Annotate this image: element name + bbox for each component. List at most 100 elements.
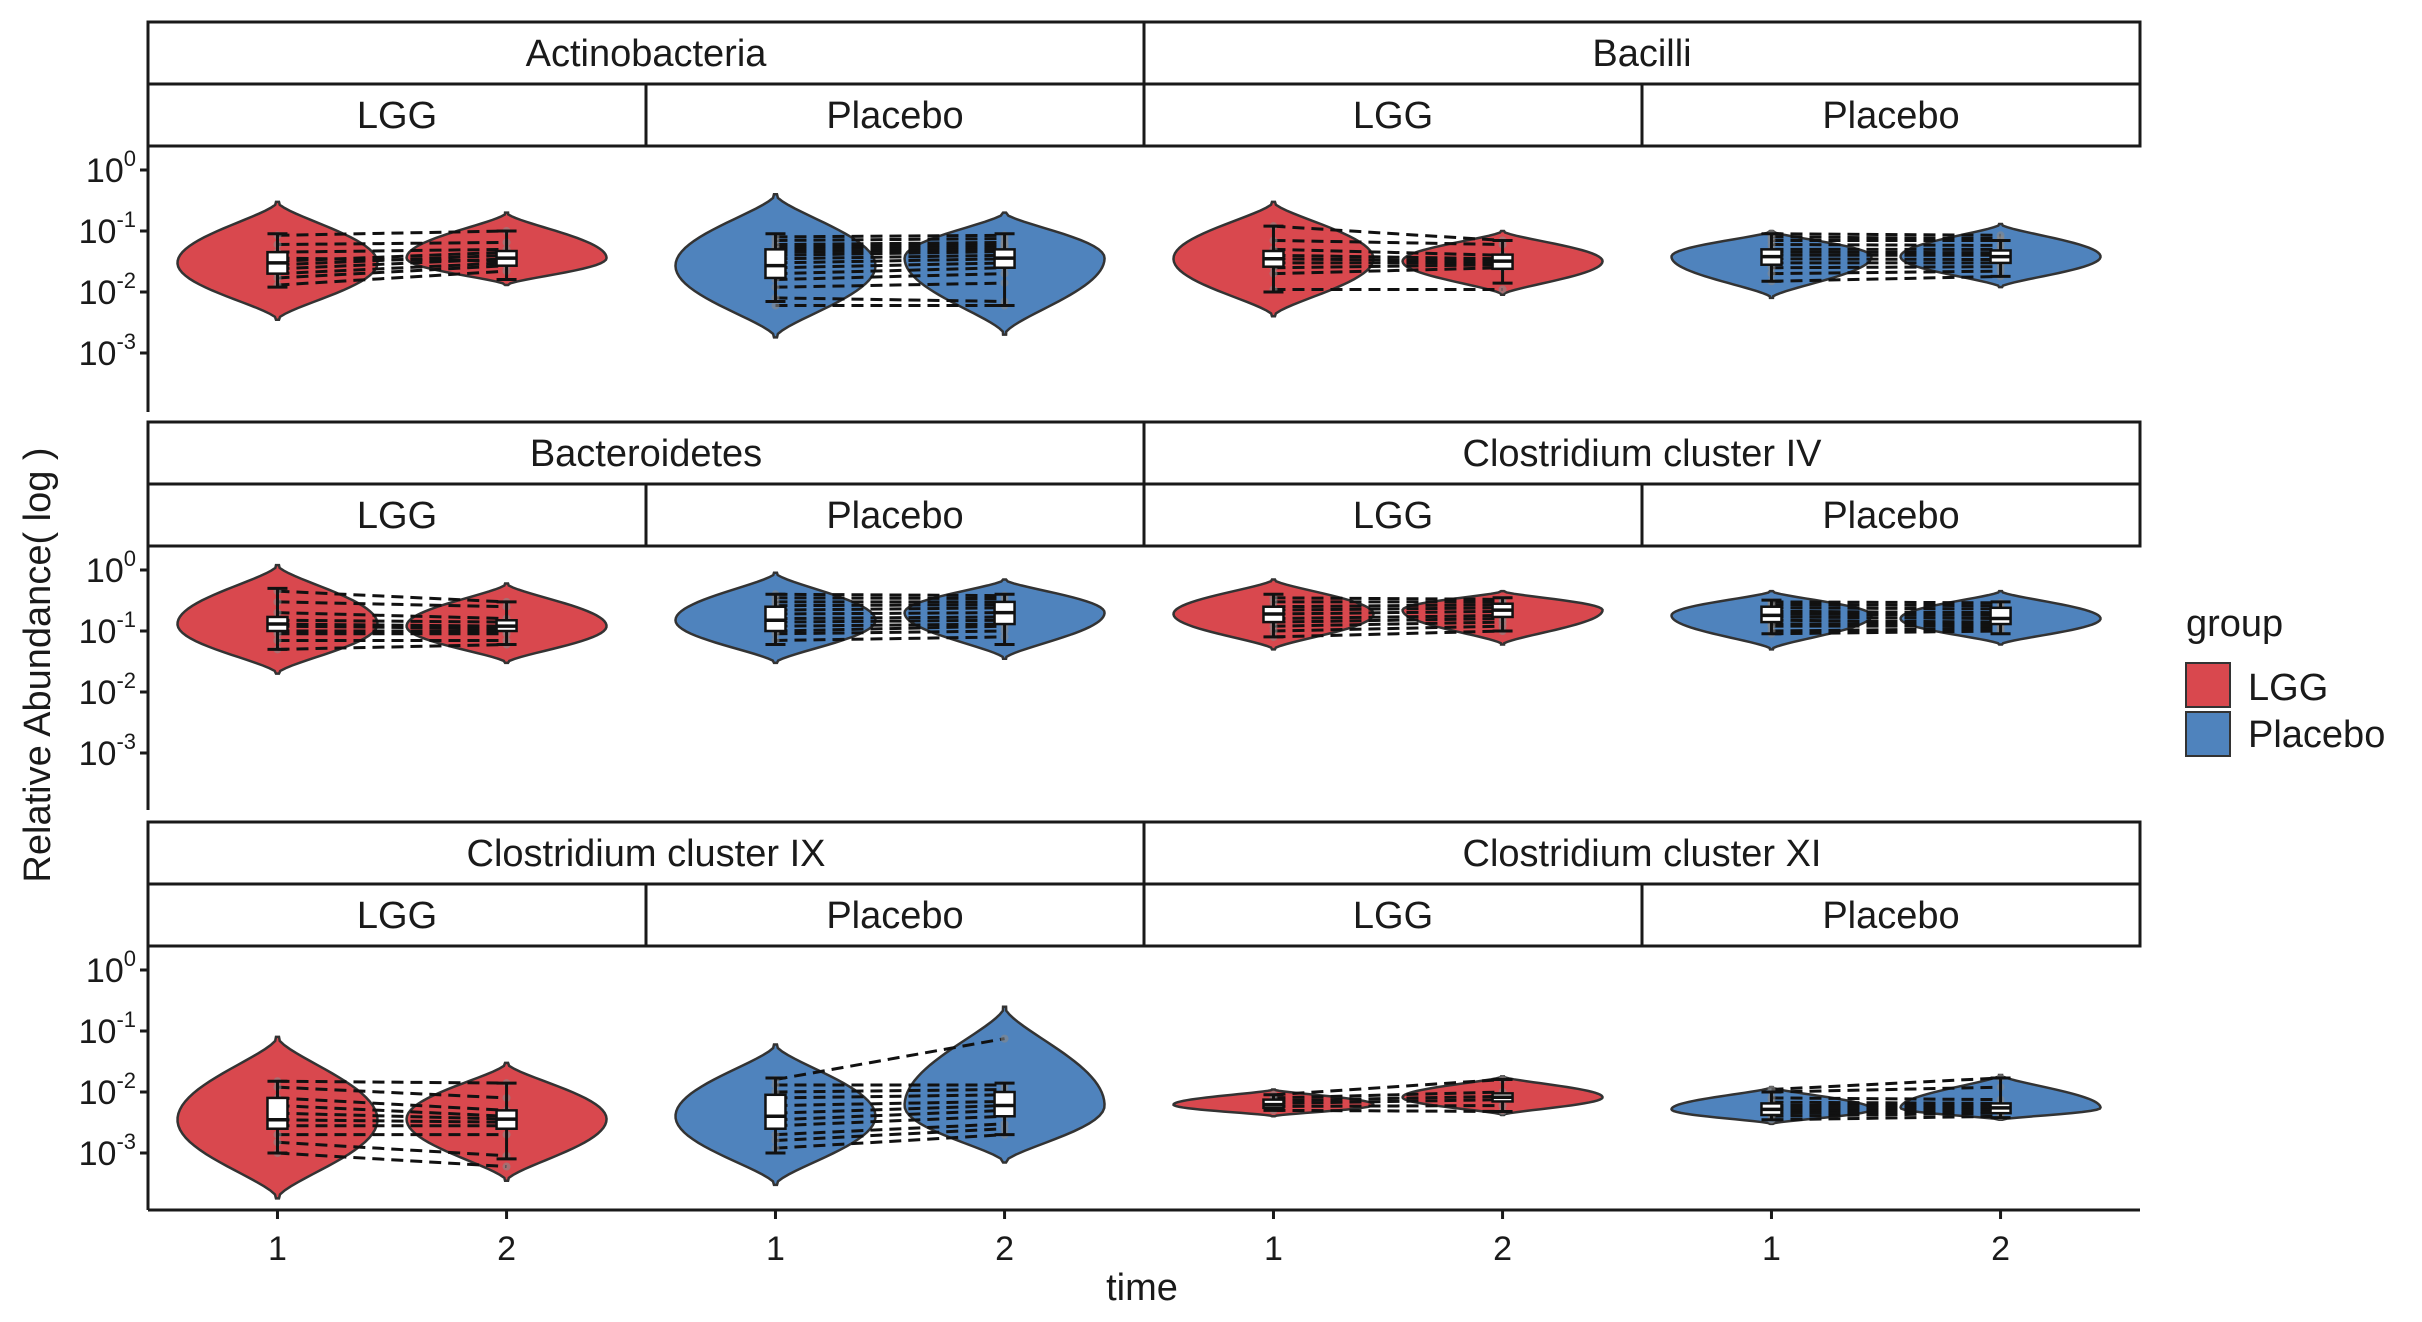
y-tick-exponent: -3 — [116, 329, 136, 354]
y-tick-label: 100 — [86, 146, 136, 190]
x-axis-title: time — [1106, 1267, 1178, 1309]
paired-line — [1273, 224, 1503, 242]
paired-line — [775, 247, 1005, 254]
paired-line — [775, 261, 1005, 270]
paired-line — [1771, 1085, 2001, 1094]
paired-line — [1273, 257, 1503, 263]
y-tick-label: 10-1 — [79, 607, 136, 651]
paired-line — [1771, 618, 2001, 624]
paired-line — [277, 622, 507, 628]
panel — [1172, 200, 1604, 318]
paired-line — [775, 1087, 1005, 1094]
y-tick-label: 10-3 — [79, 729, 136, 773]
paired-line — [1273, 1098, 1503, 1105]
group-strip-label: Placebo — [826, 895, 963, 937]
paired-line — [775, 1104, 1005, 1115]
paired-line — [775, 622, 1005, 628]
y-tick-exponent: -2 — [116, 1068, 136, 1093]
data-point — [1996, 231, 2005, 240]
paired-line — [277, 589, 507, 604]
paired-line — [1771, 235, 2001, 241]
paired-line — [775, 1133, 1005, 1150]
paired-line — [775, 1093, 1005, 1100]
box — [1989, 606, 2012, 626]
data-point — [1000, 1034, 1009, 1043]
paired-line — [1771, 1107, 2001, 1112]
paired-line — [277, 1140, 507, 1158]
legend-key-placebo — [2185, 711, 2231, 757]
paired-line — [775, 618, 1005, 624]
x-tick-label: 2 — [1991, 1230, 2010, 1268]
legend-label-lgg: LGG — [2248, 667, 2328, 709]
panel — [176, 1035, 608, 1200]
group-strip-label: LGG — [1353, 895, 1433, 937]
paired-line — [775, 603, 1005, 608]
paired-line — [1273, 1108, 1503, 1113]
y-tick-label: 10-1 — [79, 207, 136, 251]
paired-line — [277, 240, 507, 247]
paired-line — [1771, 1109, 2001, 1115]
paired-line — [775, 596, 1005, 601]
legend-label-placebo: Placebo — [2248, 714, 2385, 756]
paired-line — [1273, 617, 1503, 624]
paired-line — [775, 606, 1005, 612]
paired-line — [775, 257, 1005, 265]
group-strip — [146, 482, 648, 548]
y-tick-label: 10-1 — [79, 1007, 136, 1051]
x-tick-label: 2 — [1493, 1230, 1512, 1268]
taxon-strip — [146, 20, 1146, 86]
paired-line — [775, 611, 1005, 616]
paired-line — [1273, 606, 1503, 612]
panel — [176, 563, 608, 675]
paired-line — [775, 266, 1005, 276]
paired-line — [775, 233, 1005, 239]
y-tick-exponent: -1 — [116, 1007, 136, 1032]
paired-line — [1273, 603, 1503, 609]
paired-line — [775, 1127, 1005, 1143]
panel — [674, 193, 1106, 339]
axes: 10010-110-210-310010-110-210-310010-110-… — [79, 146, 2140, 1268]
paired-line — [277, 643, 507, 651]
paired-line — [775, 245, 1005, 251]
y-tick-exponent: -3 — [116, 1129, 136, 1154]
group-strip — [146, 882, 648, 948]
paired-line — [1771, 603, 2001, 608]
paired-line — [775, 250, 1005, 257]
y-tick-exponent: -1 — [116, 607, 136, 632]
paired-line — [1273, 1094, 1503, 1103]
x-tick-label: 1 — [1264, 1230, 1283, 1268]
paired-line — [1771, 600, 2001, 605]
paired-line — [775, 1122, 1005, 1137]
group-strip — [1142, 82, 1644, 148]
y-tick-label: 10-3 — [79, 329, 136, 373]
y-tick-label: 100 — [86, 946, 136, 990]
taxon-strip-label: Clostridium cluster IV — [1463, 433, 1823, 475]
paired-line — [1771, 1100, 2001, 1105]
x-tick-label: 1 — [268, 1230, 287, 1268]
legend: group LGG Placebo — [2185, 603, 2385, 757]
paired-line — [1273, 613, 1503, 621]
paired-line — [775, 1099, 1005, 1108]
group-strip — [644, 482, 1146, 548]
paired-line — [1273, 624, 1503, 633]
paired-line — [1771, 250, 2001, 255]
facet-strips: Actinobacteria LGG Placebo Bacilli LGG Placeb… — [146, 20, 2142, 948]
paired-line — [775, 1037, 1005, 1082]
violin-panels — [176, 193, 2102, 1200]
y-tick-label: 10-2 — [79, 668, 136, 712]
group-strip-label: Placebo — [1822, 95, 1959, 137]
y-tick-exponent: -2 — [116, 668, 136, 693]
y-tick-exponent: -1 — [116, 207, 136, 232]
paired-line — [1771, 626, 2001, 633]
panel — [674, 1005, 1106, 1187]
paired-line — [277, 600, 507, 609]
paired-line — [1273, 238, 1503, 247]
panel — [1670, 222, 2102, 300]
taxon-strip-label: Bacilli — [1592, 33, 1691, 75]
group-strip — [1640, 882, 2142, 948]
y-tick-exponent: 0 — [124, 546, 136, 571]
paired-line — [277, 256, 507, 263]
group-strip-label: Placebo — [1822, 495, 1959, 537]
y-tick-label: 10-2 — [79, 1068, 136, 1112]
